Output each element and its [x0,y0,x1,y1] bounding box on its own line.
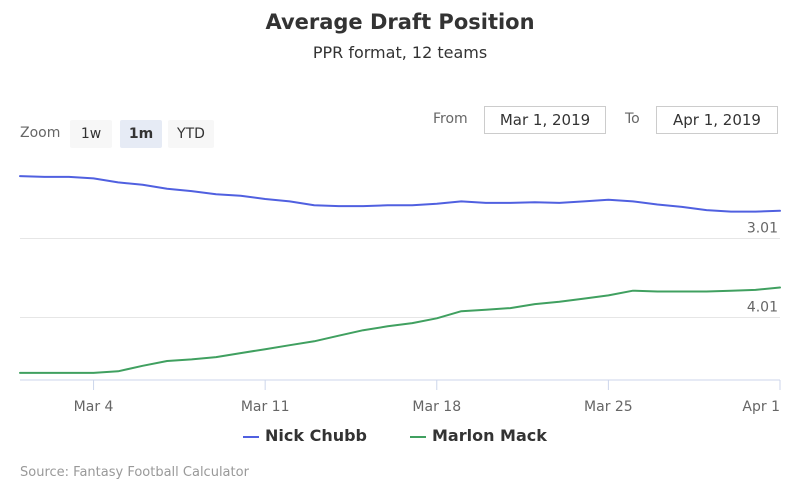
legend-item-marlon-mack[interactable]: Marlon Mack [410,426,547,445]
zoom-label: Zoom [20,125,61,141]
chart-subtitle: PPR format, 12 teams [312,43,488,62]
credits-text: Source: Fantasy Football Calculator [20,465,249,480]
range-from-input[interactable]: Mar 1, 2019 [484,106,606,134]
chart-title: Average Draft Position [265,10,535,34]
zoom-1w-button[interactable]: 1w [70,120,112,148]
range-to-input[interactable]: Apr 1, 2019 [656,106,778,134]
y-tick-label: 4.01 [747,300,778,316]
x-tick-label: Apr 1 [742,399,780,415]
zoom-ytd-button[interactable]: YTD [168,120,214,148]
x-tick-label: Mar 25 [584,399,633,415]
legend-item-nick-chubb[interactable]: Nick Chubb [243,426,367,445]
x-tick-label: Mar 18 [412,399,461,415]
legend-swatch-nick-chubb [243,435,259,438]
y-tick-label: 3.01 [747,221,778,237]
x-tick-label: Mar 11 [241,399,290,415]
legend-label-nick-chubb: Nick Chubb [265,426,367,445]
series-line-nick-chubb[interactable] [19,175,781,213]
range-from-label: From [433,111,468,127]
legend-swatch-marlon-mack [410,435,426,438]
series-line-marlon-mack[interactable] [19,286,781,374]
zoom-1m-button[interactable]: 1m [120,120,162,148]
range-to-label: To [625,111,640,127]
legend-label-marlon-mack: Marlon Mack [432,426,547,445]
x-tick-label: Mar 4 [74,399,114,415]
